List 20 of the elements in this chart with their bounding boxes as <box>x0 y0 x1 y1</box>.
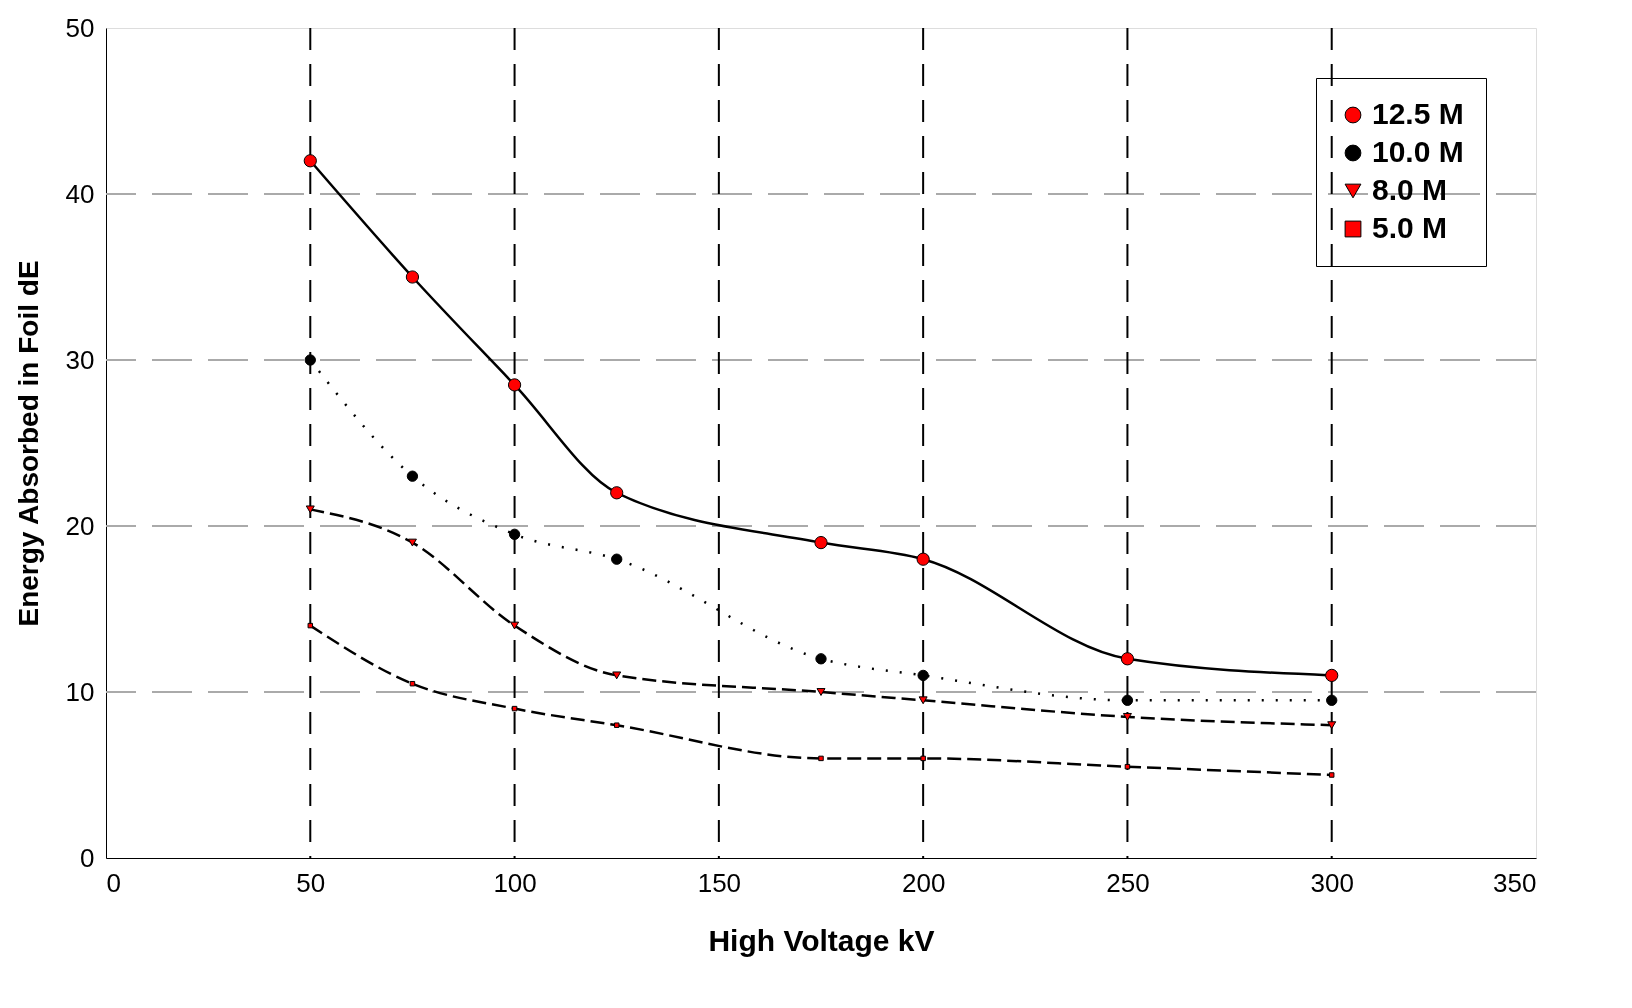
legend-label: 12.5 M <box>1372 97 1464 130</box>
legend-label: 5.0 M <box>1372 211 1448 244</box>
x-tick-label: 150 <box>697 867 742 898</box>
x-tick-label: 350 <box>1493 867 1537 898</box>
x-tick-label: 300 <box>1310 867 1354 898</box>
legend-label: 10.0 M <box>1372 135 1464 168</box>
x-axis-title: High Voltage kV <box>708 923 935 957</box>
x-tick-label: 50 <box>296 867 326 898</box>
y-tick-label: 40 <box>65 178 95 209</box>
y-axis-title: Energy Absorbed in Foil dE <box>12 260 44 627</box>
y-tick-label: 10 <box>65 676 95 707</box>
y-tick-label: 50 <box>65 12 95 43</box>
x-tick-label: 200 <box>901 867 946 898</box>
y-tick-label: 20 <box>65 510 95 541</box>
y-tick-label: 0 <box>80 842 95 873</box>
x-tick-label: 100 <box>493 867 537 898</box>
legend-label: 8.0 M <box>1372 173 1448 206</box>
x-tick-label: 0 <box>106 867 121 898</box>
x-tick-label: 250 <box>1106 867 1150 898</box>
y-tick-label: 30 <box>65 344 95 375</box>
